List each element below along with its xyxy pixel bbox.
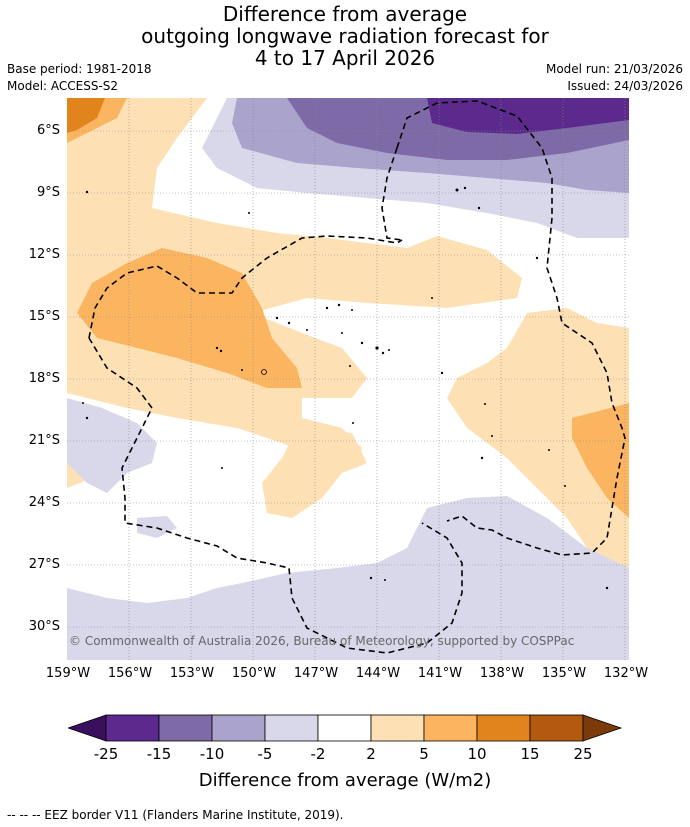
lat-label-24s: 24°S	[28, 495, 60, 510]
colorbar-tick-m25: -25	[93, 745, 119, 763]
lon-label-159w: 159°W	[45, 666, 91, 681]
anomaly-negative-darkest	[427, 98, 629, 134]
lon-label-156w: 156°W	[107, 666, 153, 681]
model-run: Model run: 21/03/2026	[545, 62, 683, 76]
colorbar-tick-15: 15	[520, 745, 540, 763]
lat-label-21s: 21°S	[28, 433, 60, 448]
lon-label-135w: 135°W	[541, 666, 587, 681]
map-canvas	[67, 98, 629, 660]
map-title-line2: outgoing longwave radiation forecast for	[141, 24, 549, 48]
olr-anomaly-map	[67, 98, 629, 660]
lon-label-144w: 144°W	[355, 666, 401, 681]
lat-label-9s: 9°S	[36, 185, 60, 200]
eez-border	[88, 100, 626, 654]
lat-label-27s: 27°S	[28, 557, 60, 572]
colorbar-bin-5	[317, 714, 372, 742]
base-period: Base period: 1981-2018	[7, 62, 152, 76]
anomaly-positive-strong	[67, 98, 105, 133]
lat-label-12s: 12°S	[28, 247, 60, 262]
lon-label-153w: 153°W	[169, 666, 215, 681]
color-bar	[68, 714, 623, 742]
lat-label-30s: 30°S	[28, 619, 60, 634]
colorbar-tick-25: 25	[573, 745, 593, 763]
map-copyright: © Commonwealth of Australia 2026, Bureau…	[69, 634, 575, 648]
lat-label-15s: 15°S	[28, 309, 60, 324]
colorbar-bin-8	[476, 714, 531, 742]
colorbar-bin-1	[105, 714, 160, 742]
issued-date: Issued: 24/03/2026	[567, 79, 683, 93]
lon-label-141w: 141°W	[417, 666, 463, 681]
colorbar-tick-m15: -15	[146, 745, 172, 763]
colorbar-bin-7	[423, 714, 478, 742]
colorbar-tick-5: 5	[419, 745, 429, 763]
lat-label-6s: 6°S	[36, 123, 60, 138]
colorbar-bin-3	[211, 714, 266, 742]
colorbar-tick-m2: -2	[310, 745, 326, 763]
colorbar-bin-9	[529, 714, 584, 742]
colorbar-tick-m10: -10	[199, 745, 225, 763]
colorbar-bin-6	[370, 714, 425, 742]
lat-label-18s: 18°S	[28, 371, 60, 386]
eez-legend: -- -- -- EEZ border V11 (Flanders Marine…	[7, 808, 344, 822]
colorbar-title: Difference from average (W/m2)	[198, 770, 492, 791]
map-title-line3: 4 to 17 April 2026	[254, 46, 436, 70]
colorbar-tick-10: 10	[467, 745, 487, 763]
map-title-line1: Difference from average	[222, 2, 468, 26]
colorbar-over-arrow	[582, 714, 623, 742]
colorbar-tick-2: 2	[366, 745, 376, 763]
lon-label-132w: 132°W	[603, 666, 649, 681]
lon-label-138w: 138°W	[479, 666, 525, 681]
model-name: Model: ACCESS-S2	[7, 79, 119, 93]
colorbar-under-arrow	[68, 714, 107, 742]
map-gridlines	[67, 98, 629, 660]
lon-label-147w: 147°W	[293, 666, 339, 681]
colorbar-bin-4	[264, 714, 319, 742]
anomaly-positive-medium	[67, 98, 629, 518]
island-dots	[82, 186, 609, 590]
colorbar-tick-m5: -5	[257, 745, 273, 763]
colorbar-bin-2	[158, 714, 213, 742]
lon-label-150w: 150°W	[231, 666, 277, 681]
